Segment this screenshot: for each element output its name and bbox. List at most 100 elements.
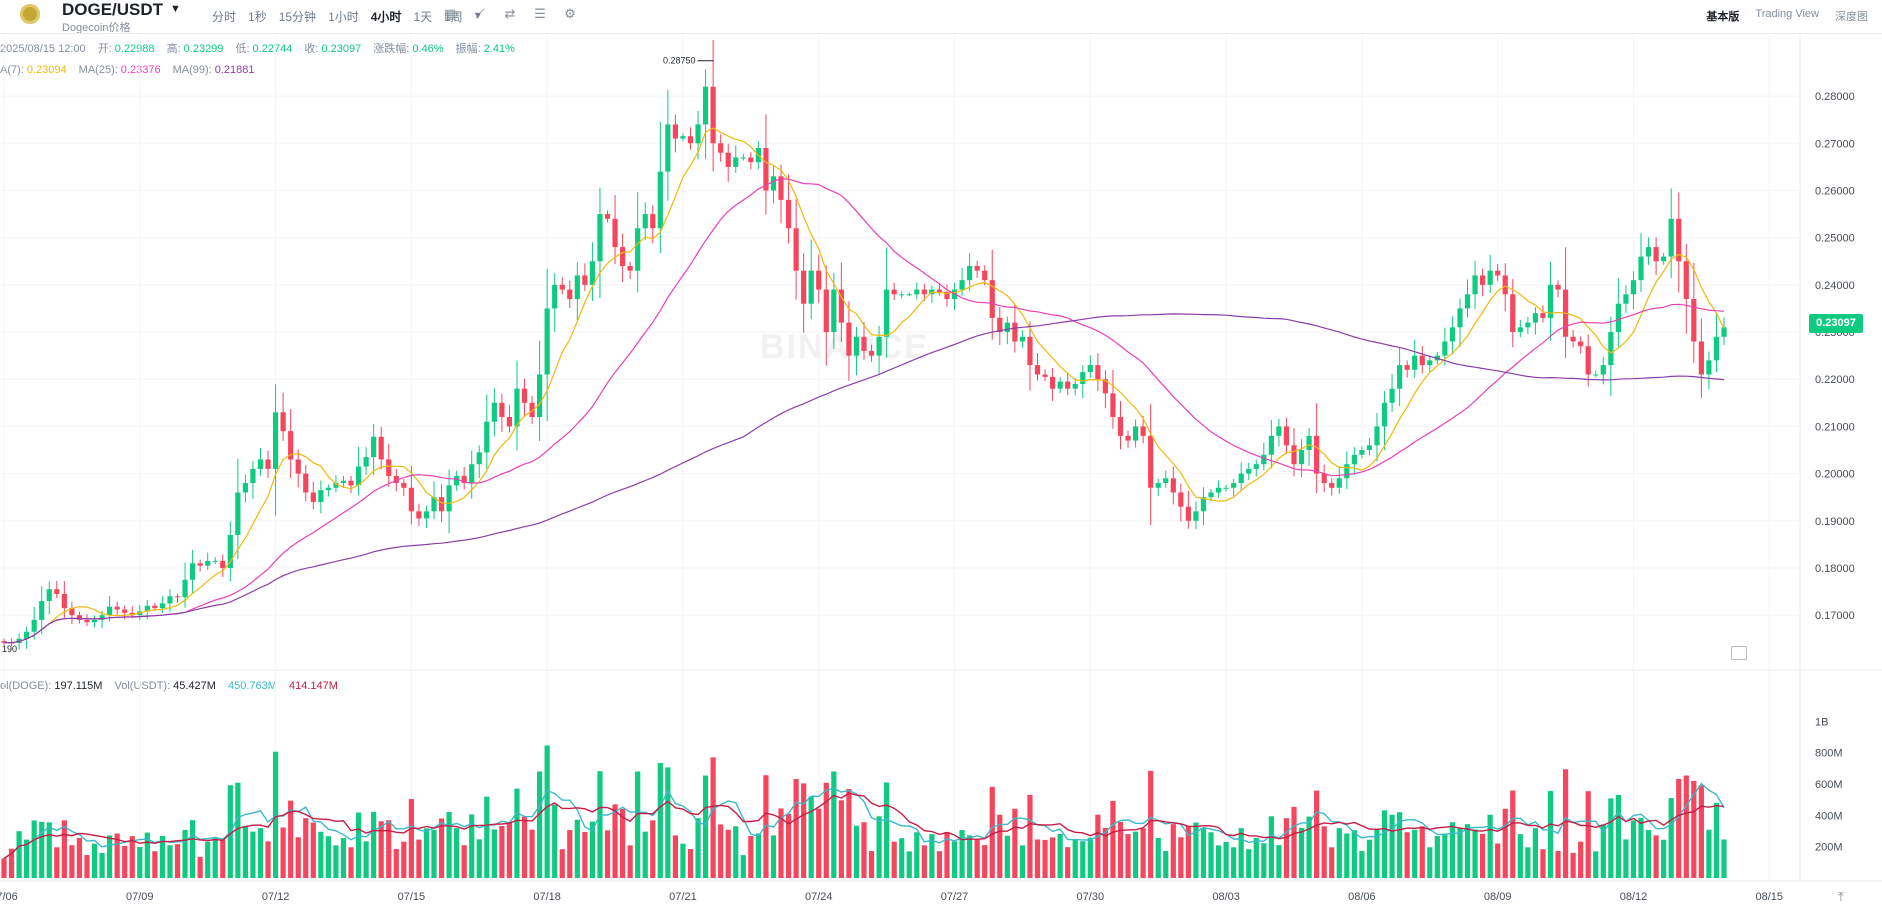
- candle-body: [438, 497, 445, 512]
- volume-bar: [846, 789, 852, 878]
- candle-body: [725, 152, 731, 167]
- volume-bar: [122, 845, 128, 878]
- candle-body: [899, 294, 905, 296]
- candle-body: [1623, 294, 1629, 304]
- coin-subname[interactable]: Dogecoin价格: [62, 22, 131, 34]
- tab-interval-15m[interactable]: 15分钟: [278, 10, 317, 24]
- candle-body: [838, 289, 844, 323]
- volume-bar: [1510, 790, 1516, 878]
- volume-bar: [1540, 849, 1546, 878]
- volume-bar: [69, 845, 75, 878]
- candle-body: [1676, 218, 1682, 262]
- volume-bar: [1562, 769, 1569, 878]
- view-tradingview[interactable]: Trading View: [1755, 8, 1819, 20]
- gear-icon[interactable]: ⚙: [564, 6, 576, 21]
- volume-bar: [884, 782, 890, 878]
- x-tick-label: 08/09: [1484, 891, 1512, 903]
- volume-bar: [1502, 808, 1508, 878]
- candle-body: [1034, 365, 1041, 375]
- volume-bar: [1004, 835, 1010, 878]
- ma7-value: 0.23094: [26, 64, 67, 76]
- volume-bar: [1087, 837, 1093, 878]
- volume-bar: [1298, 827, 1305, 878]
- candle-body: [1555, 284, 1561, 290]
- volume-bar: [1306, 816, 1312, 878]
- volume-tick-label: 200M: [1815, 842, 1843, 854]
- compare-icon[interactable]: ⇄: [504, 6, 516, 21]
- watermark: BINANCE: [760, 328, 929, 366]
- volume-bar: [838, 800, 844, 878]
- ma99-line: [3, 313, 1725, 644]
- candle-body: [1057, 381, 1063, 389]
- tab-interval-1s[interactable]: 1秒: [248, 10, 267, 24]
- screenshot-icon[interactable]: [1731, 646, 1747, 660]
- candle-body: [378, 436, 384, 460]
- volume-bar: [1, 858, 7, 878]
- volume-bar: [597, 771, 603, 878]
- candle-body: [1721, 327, 1727, 337]
- candle-body: [1698, 341, 1704, 375]
- volume-bar: [921, 845, 927, 878]
- pair-dropdown-icon[interactable]: ▼: [170, 3, 181, 15]
- candle-body: [1359, 450, 1365, 455]
- candle-body: [748, 157, 754, 163]
- candle-body: [1291, 445, 1297, 465]
- volume-bar: [529, 829, 535, 878]
- volume-bar: [1593, 851, 1599, 878]
- candle-body: [1608, 332, 1614, 366]
- volume-bar: [582, 831, 588, 878]
- indicator-icon[interactable]: ⟋: [475, 6, 485, 21]
- volume-bar: [1661, 839, 1667, 878]
- volume-bar: [54, 847, 60, 878]
- volume-bar: [1721, 839, 1727, 878]
- candle-body: [1336, 478, 1342, 488]
- candle-body: [318, 490, 324, 502]
- y-tick-label: 0.19000: [1815, 516, 1855, 528]
- volume-bar: [604, 830, 611, 878]
- ohlc-date: 2025/08/15 12:00: [0, 43, 86, 55]
- tab-interval-1d[interactable]: 1天: [413, 10, 433, 24]
- tab-interval-4h[interactable]: 4小时: [370, 10, 402, 24]
- pair-title[interactable]: DOGE/USDT: [62, 0, 164, 19]
- candle-body: [295, 459, 301, 474]
- volume-bar: [967, 835, 973, 878]
- volume-bar: [423, 828, 430, 878]
- candle-body: [529, 402, 535, 417]
- interval-more-icon[interactable]: ▾: [474, 8, 481, 22]
- candle-body: [1185, 506, 1191, 521]
- volume-bar: [1200, 827, 1207, 878]
- volume-bar: [770, 835, 777, 878]
- volume-bar: [1178, 837, 1184, 878]
- candle-body: [982, 270, 988, 281]
- tab-interval-1w[interactable]: 1周: [444, 10, 463, 24]
- candle-body: [559, 284, 565, 290]
- view-basic[interactable]: 基本版: [1706, 11, 1740, 23]
- x-tick-label: 07/24: [805, 891, 833, 903]
- candle-body: [876, 336, 882, 356]
- view-depth[interactable]: 深度图: [1835, 11, 1868, 23]
- candle-body: [484, 421, 490, 453]
- volume-bar: [627, 845, 633, 878]
- calendar-icon[interactable]: ▦: [443, 6, 457, 21]
- candle-body: [69, 608, 75, 616]
- candle-body: [1495, 270, 1501, 276]
- low-label: 190: [2, 644, 17, 654]
- candle-body: [921, 289, 927, 295]
- volume-bar: [107, 835, 113, 878]
- y-tick-label: 0.26000: [1815, 185, 1855, 197]
- volume-bar: [680, 843, 686, 878]
- tab-interval-time[interactable]: 分时: [212, 10, 237, 24]
- settings-list-icon[interactable]: ☰: [534, 6, 546, 21]
- tab-interval-1h[interactable]: 1小时: [328, 10, 359, 24]
- dogecoin-logo-icon: [20, 4, 40, 24]
- candle-body: [1517, 327, 1523, 333]
- open-label: 开:: [97, 43, 112, 55]
- volume-bar: [521, 816, 528, 878]
- volume-bar: [1623, 839, 1629, 878]
- high-label: 高:: [166, 43, 181, 55]
- expand-icon[interactable]: ⤒: [1838, 889, 1844, 904]
- candle-body: [227, 534, 233, 568]
- volume-bar: [891, 841, 897, 878]
- candle-body: [627, 265, 633, 271]
